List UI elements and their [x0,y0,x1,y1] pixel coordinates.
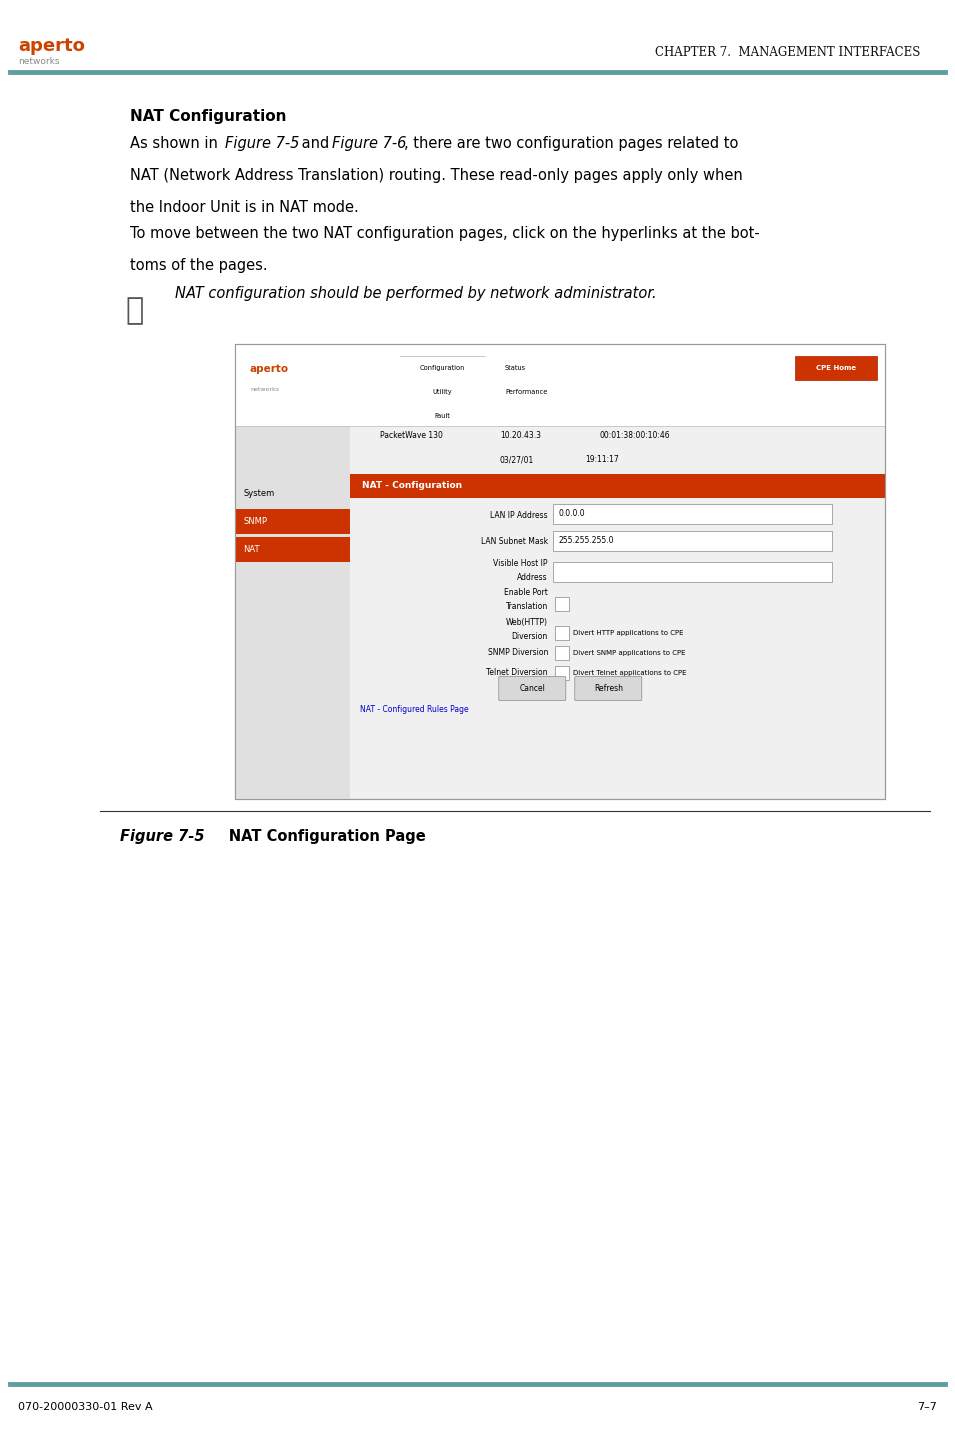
Bar [555,596,569,611]
Bar [795,357,877,380]
Text: Status: Status [505,365,526,371]
Text: Diversion: Diversion [512,632,548,641]
Text: 10.20.43.3: 10.20.43.3 [500,430,541,440]
Text: SNMP: SNMP [243,517,267,526]
Text: NAT Configuration: NAT Configuration [130,108,286,124]
Bar [555,627,569,640]
Text: NAT - Configured Rules Page: NAT - Configured Rules Page [360,705,469,713]
Text: As shown in: As shown in [130,136,223,152]
Bar [235,481,350,505]
Text: Visible Host IP: Visible Host IP [494,559,548,567]
Text: Divert Telnet applications to CPE: Divert Telnet applications to CPE [573,670,687,676]
Text: 0.0.0.0: 0.0.0.0 [559,510,584,518]
Text: Fault: Fault [435,413,450,419]
Text: Refresh: Refresh [594,684,623,693]
Text: SNMP Diversion: SNMP Diversion [488,648,548,657]
Text: 070-20000330-01 Rev A: 070-20000330-01 Rev A [18,1402,153,1412]
Text: PacketWave 130: PacketWave 130 [380,430,443,440]
Text: Cancel: Cancel [520,684,545,693]
Text: 255.255.255.0: 255.255.255.0 [559,537,614,546]
Text: , there are two configuration pages related to: , there are two configuration pages rela… [404,136,738,152]
Text: Figure 7-6: Figure 7-6 [332,136,407,152]
Bar [235,344,885,799]
Text: CHAPTER 7.  MANAGEMENT INTERFACES: CHAPTER 7. MANAGEMENT INTERFACES [654,46,920,59]
Text: NAT configuration should be performed by network administrator.: NAT configuration should be performed by… [175,286,657,300]
Bar [555,645,569,660]
Text: NAT - Configuration: NAT - Configuration [362,481,462,491]
Text: Figure 7-5: Figure 7-5 [225,136,299,152]
Text: aperto: aperto [18,38,85,55]
Text: aperto: aperto [250,364,289,374]
Text: CPE Home: CPE Home [816,365,856,371]
Bar [235,426,350,799]
Text: LAN IP Address: LAN IP Address [490,511,548,520]
Text: Divert HTTP applications to CPE: Divert HTTP applications to CPE [573,631,684,637]
Text: Configuration: Configuration [419,365,465,371]
Text: 7–7: 7–7 [917,1402,937,1412]
Text: toms of the pages.: toms of the pages. [130,258,267,273]
Text: networks: networks [250,387,279,391]
Text: Performance: Performance [505,388,547,396]
Text: Utility: Utility [433,388,452,396]
FancyBboxPatch shape [575,677,642,700]
Text: NAT: NAT [243,544,260,554]
Text: Address: Address [518,572,548,582]
Text: NAT (Network Address Translation) routing. These read-only pages apply only when: NAT (Network Address Translation) routin… [130,168,743,183]
Bar [553,531,832,552]
Text: 00:01:38:00:10:46: 00:01:38:00:10:46 [600,430,670,440]
Text: 🖎: 🖎 [125,296,143,325]
Text: Divert SNMP applications to CPE: Divert SNMP applications to CPE [573,650,686,656]
Bar [553,504,832,524]
Text: NAT Configuration Page: NAT Configuration Page [198,829,426,843]
Text: 03/27/01: 03/27/01 [500,455,534,464]
Text: Translation: Translation [506,602,548,611]
Text: System: System [243,490,274,498]
Bar [555,666,569,680]
Text: networks: networks [18,58,59,66]
Bar [350,474,885,498]
Bar [235,508,350,534]
Text: 19:11:17: 19:11:17 [585,455,619,464]
Text: Telnet Diversion: Telnet Diversion [486,669,548,677]
Text: To move between the two NAT configuration pages, click on the hyperlinks at the : To move between the two NAT configuratio… [130,227,760,241]
Text: Figure 7-5: Figure 7-5 [120,829,204,843]
Bar [553,562,832,582]
Bar [235,344,885,426]
Bar [235,537,350,562]
Text: Enable Port: Enable Port [504,588,548,598]
Text: Web(HTTP): Web(HTTP) [506,618,548,627]
Text: LAN Subnet Mask: LAN Subnet Mask [480,537,548,546]
FancyBboxPatch shape [499,677,565,700]
Text: the Indoor Unit is in NAT mode.: the Indoor Unit is in NAT mode. [130,201,359,215]
Text: and: and [297,136,334,152]
